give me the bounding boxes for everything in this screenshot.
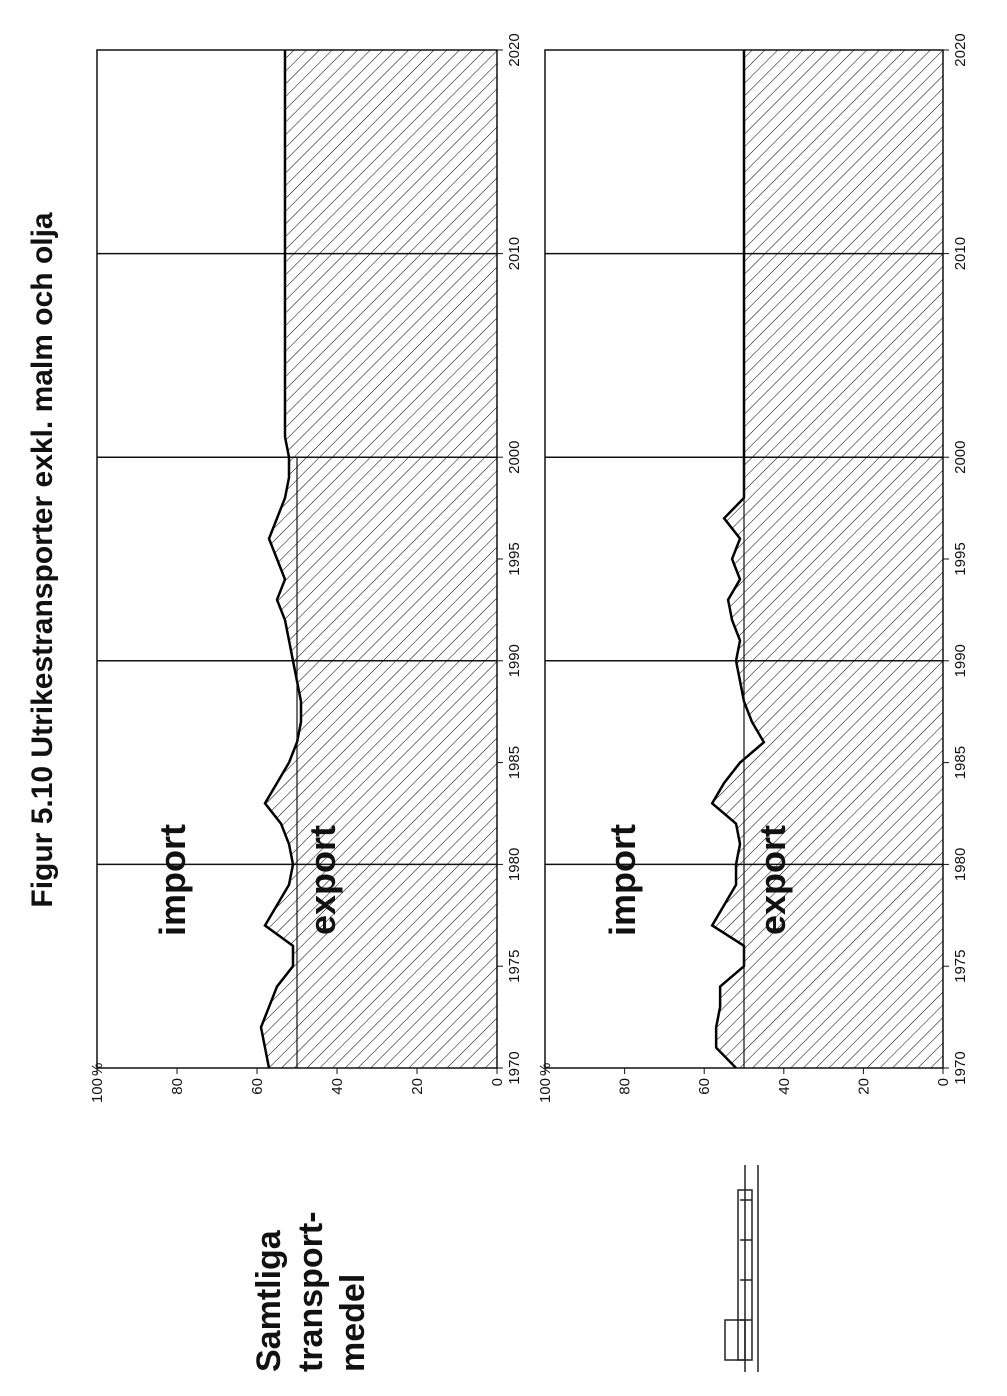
year-tick-label: 2010 [952, 237, 969, 270]
year-tick-label: 1970 [952, 1051, 969, 1084]
side-label: transport- [292, 1211, 330, 1372]
year-tick-label: 1995 [506, 542, 523, 575]
value-tick-label: 0 [489, 1078, 506, 1086]
value-tick-label: 60 [696, 1078, 713, 1095]
annotation: export [302, 825, 343, 935]
export-area [261, 50, 497, 1068]
value-tick-label: 20 [409, 1078, 426, 1095]
value-tick-label: 80 [617, 1078, 634, 1095]
annotation: import [602, 824, 643, 936]
year-tick-label: 2020 [952, 33, 969, 66]
year-tick-label: 1975 [952, 950, 969, 983]
value-tick-label: 40 [329, 1078, 346, 1095]
transport-icon [724, 1165, 759, 1372]
figure-title: Figur 5.10 Utrikestransporter exkl. malm… [26, 212, 59, 908]
export-area [712, 50, 943, 1068]
year-tick-label: 1990 [506, 644, 523, 677]
year-tick-label: 2020 [506, 33, 523, 66]
annotation: import [152, 824, 193, 936]
side-label: Samtliga [250, 1229, 288, 1372]
year-tick-label: 1980 [952, 848, 969, 881]
year-tick-label: 1985 [952, 746, 969, 779]
value-tick-label: 80 [169, 1078, 186, 1095]
value-unit: % [537, 1063, 554, 1076]
year-tick-label: 1980 [506, 848, 523, 881]
year-tick-label: 1970 [506, 1051, 523, 1084]
year-tick-label: 2010 [506, 237, 523, 270]
year-tick-label: 2000 [952, 441, 969, 474]
year-tick-label: 1985 [506, 746, 523, 779]
value-tick-label: 20 [855, 1078, 872, 1095]
value-tick-label: 60 [249, 1078, 266, 1095]
value-tick-label: 100 [537, 1078, 554, 1103]
value-unit: % [89, 1063, 106, 1076]
annotation: export [752, 825, 793, 935]
value-tick-label: 0 [935, 1078, 952, 1086]
value-tick-label: 100 [89, 1078, 106, 1103]
year-tick-label: 1975 [506, 950, 523, 983]
year-tick-label: 1990 [952, 644, 969, 677]
year-tick-label: 2000 [506, 441, 523, 474]
side-label: medel [334, 1274, 372, 1372]
year-tick-label: 1995 [952, 542, 969, 575]
value-tick-label: 40 [776, 1078, 793, 1095]
